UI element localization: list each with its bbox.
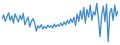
series-line [2, 3, 118, 42]
plot-area [2, 3, 118, 42]
chart [0, 0, 120, 45]
